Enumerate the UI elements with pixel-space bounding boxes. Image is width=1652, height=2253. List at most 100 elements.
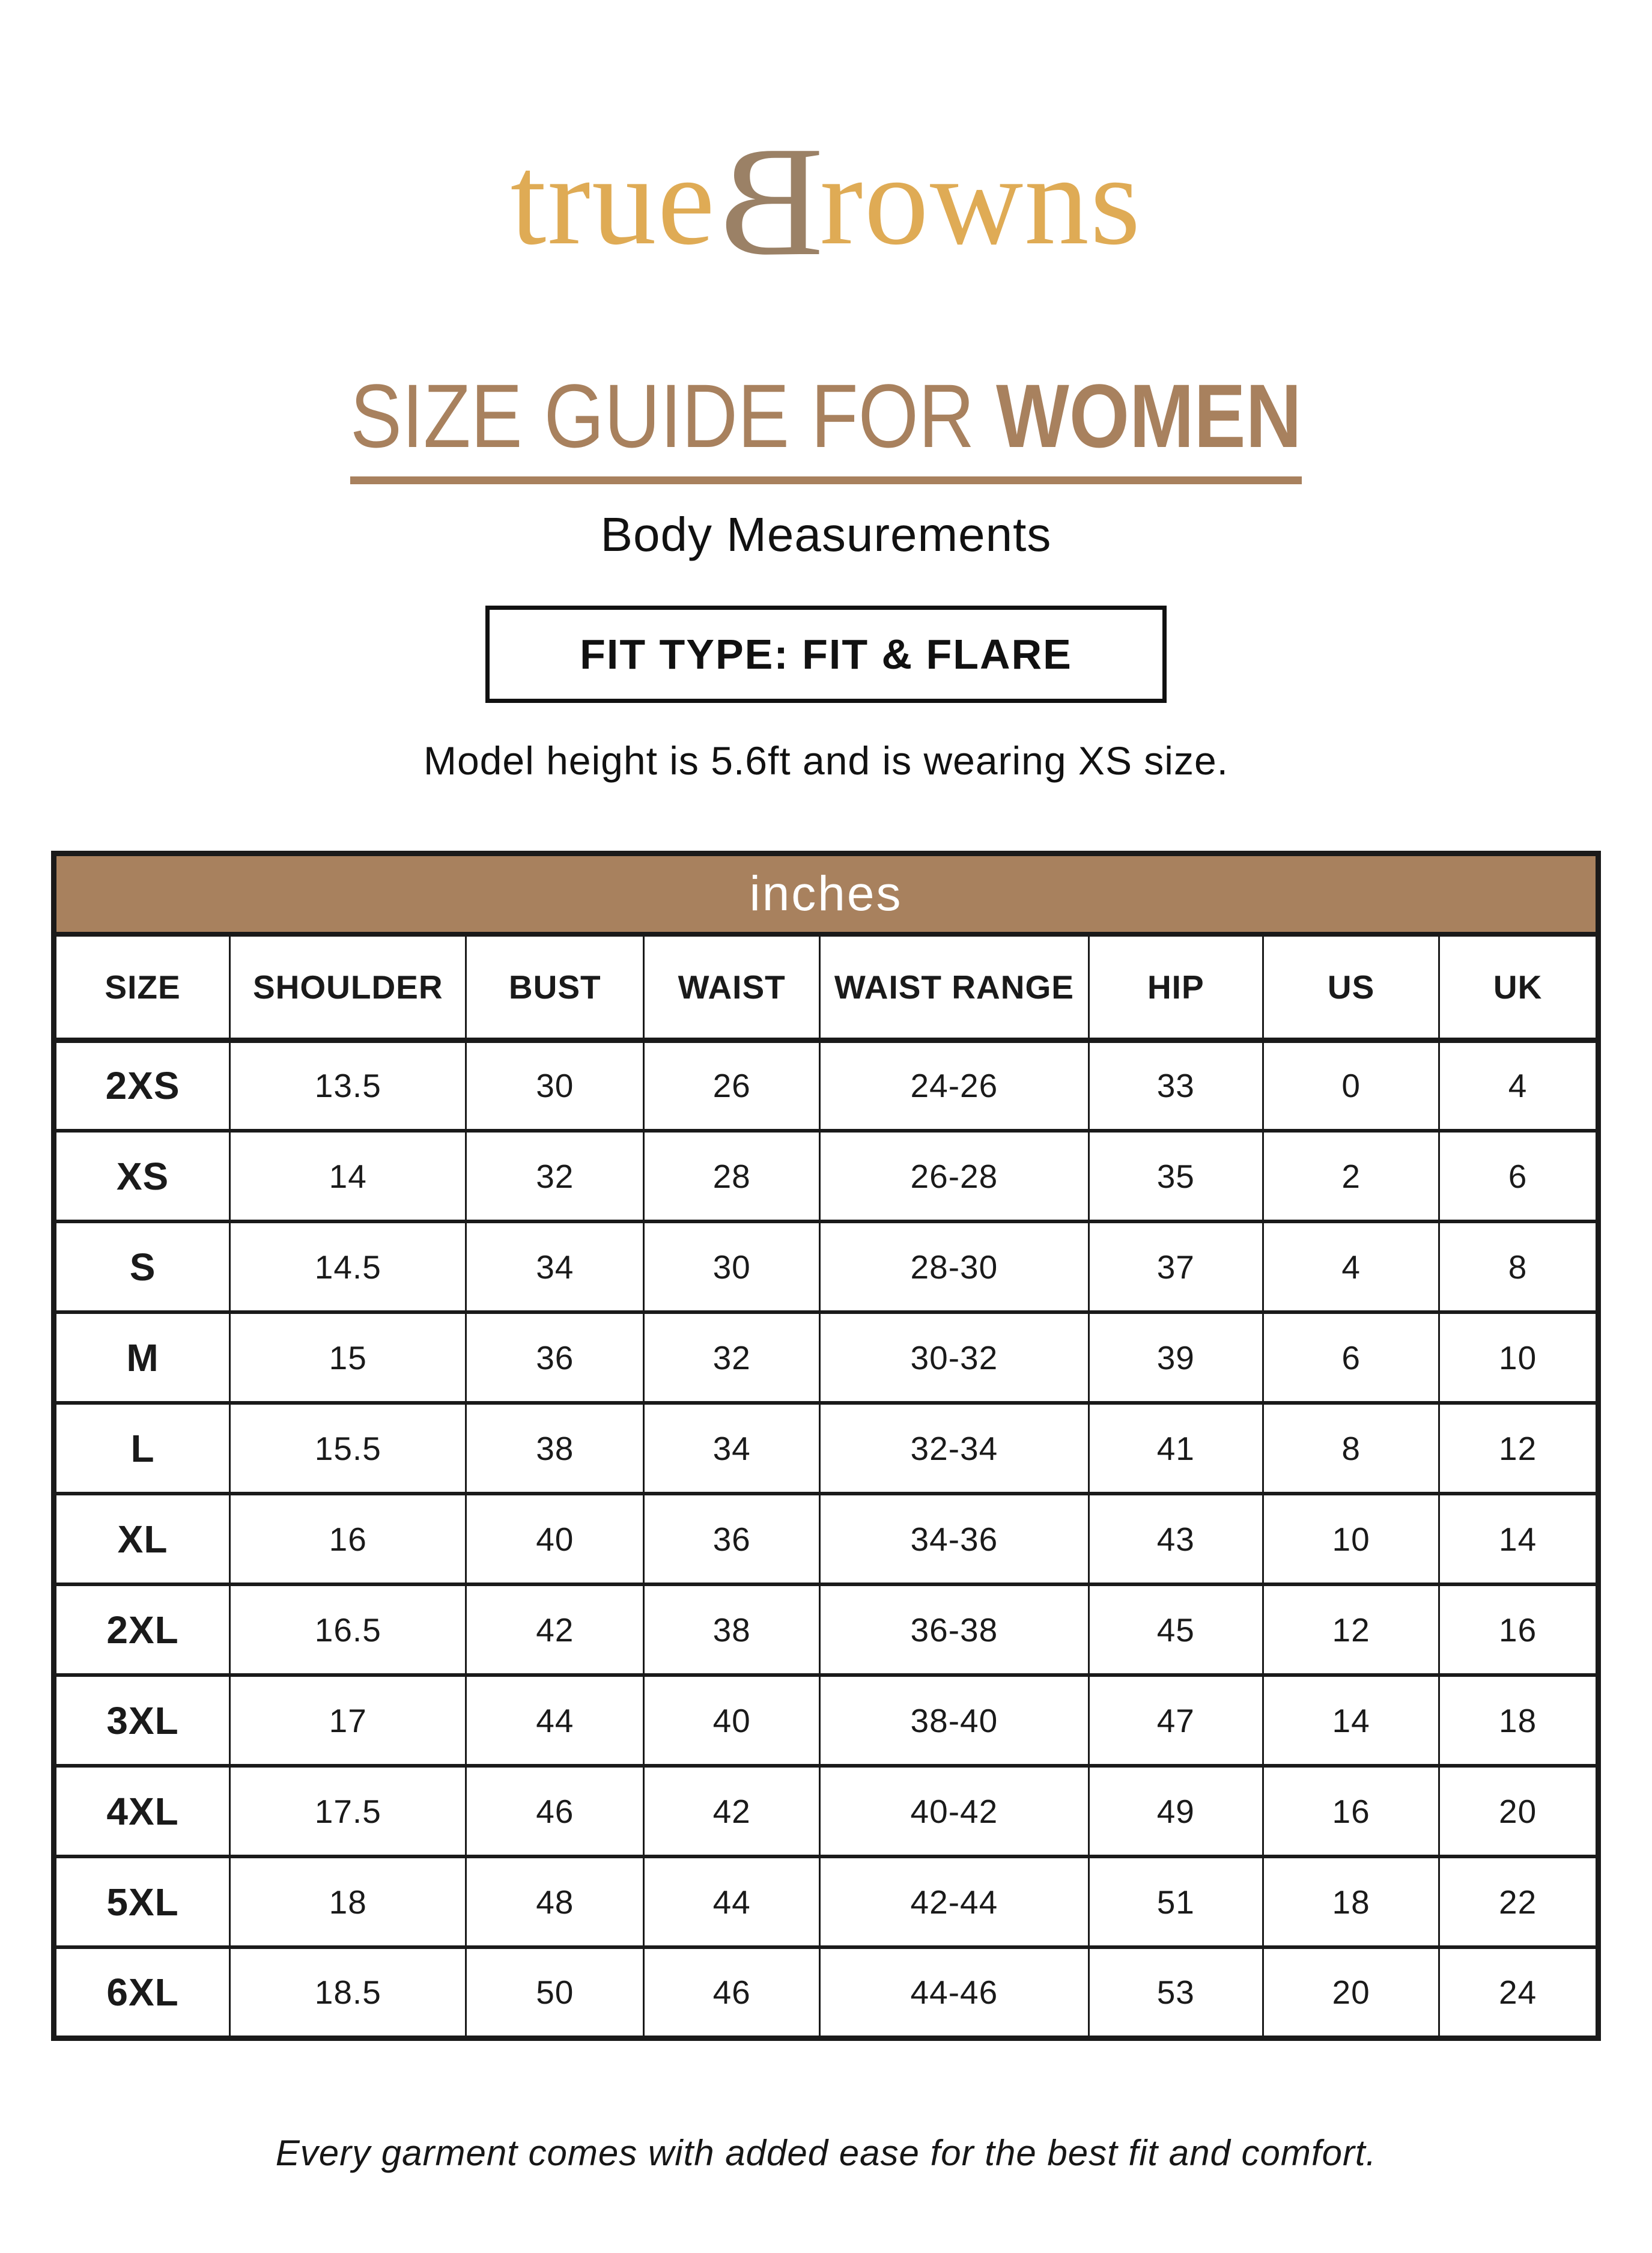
measurement-value: 18 — [229, 1855, 467, 1949]
measurement-value: 10 — [1262, 1492, 1441, 1586]
measurement-value: 49 — [1087, 1764, 1265, 1858]
measurement-value: 30 — [465, 1038, 645, 1133]
measurement-value: 46 — [465, 1764, 645, 1858]
column-header-size: SIZE — [52, 932, 231, 1043]
measurement-value: 28 — [643, 1129, 821, 1223]
measurement-value: 26-28 — [819, 1129, 1090, 1223]
size-label: 2XL — [52, 1583, 231, 1677]
size-label: 4XL — [52, 1764, 231, 1858]
measurement-value: 43 — [1087, 1492, 1265, 1586]
measurement-value: 34 — [465, 1220, 645, 1314]
measurement-value: 32 — [465, 1129, 645, 1223]
table-row-xl: XL 16 40 36 34-36 43 10 14 — [52, 1492, 1599, 1586]
column-header-uk: UK — [1438, 932, 1599, 1043]
measurement-value: 35 — [1087, 1129, 1265, 1223]
measurement-value: 44 — [643, 1855, 821, 1949]
table-row-6xl: 6XL 18.5 50 46 44-46 53 20 24 — [52, 1945, 1599, 2040]
brand-logo: trueBrowns — [510, 114, 1142, 288]
measurement-value: 24 — [1438, 1945, 1599, 2040]
measurement-value: 15.5 — [229, 1401, 467, 1495]
measurement-value: 53 — [1087, 1945, 1265, 2040]
measurement-value: 41 — [1087, 1401, 1265, 1495]
measurement-value: 16 — [229, 1492, 467, 1586]
table-row-s: S 14.5 34 30 28-30 37 4 8 — [52, 1220, 1599, 1314]
measurement-value: 50 — [465, 1945, 645, 2040]
column-header-waist-range: WAIST RANGE — [819, 932, 1090, 1043]
measurement-value: 14 — [1438, 1492, 1599, 1586]
size-label: 5XL — [52, 1855, 231, 1949]
measurement-value: 18 — [1438, 1673, 1599, 1768]
measurement-value: 26 — [643, 1038, 821, 1133]
measurement-value: 51 — [1087, 1855, 1265, 1949]
measurement-value: 48 — [465, 1855, 645, 1949]
table-row-2xl: 2XL 16.5 42 38 36-38 45 12 16 — [52, 1583, 1599, 1677]
measurement-value: 20 — [1438, 1764, 1599, 1858]
fit-type-box: FIT TYPE: FIT & FLARE — [485, 605, 1167, 703]
size-label: 3XL — [52, 1673, 231, 1768]
table-row-l: L 15.5 38 34 32-34 41 8 12 — [52, 1401, 1599, 1495]
measurement-value: 45 — [1087, 1583, 1265, 1677]
model-height-note: Model height is 5.6ft and is wearing XS … — [423, 738, 1229, 783]
measurement-value: 38 — [465, 1401, 645, 1495]
size-label: XL — [52, 1492, 231, 1586]
measurement-value: 37 — [1087, 1220, 1265, 1314]
measurement-value: 32-34 — [819, 1401, 1090, 1495]
measurement-value: 38 — [643, 1583, 821, 1677]
size-label: 2XS — [52, 1038, 231, 1133]
logo-text-true: true — [510, 128, 716, 272]
measurement-value: 34 — [643, 1401, 821, 1495]
measurement-value: 40 — [643, 1673, 821, 1768]
page-title: SIZE GUIDE FOR WOMEN — [350, 371, 1302, 484]
measurement-value: 16 — [1438, 1583, 1599, 1677]
measurement-value: 14.5 — [229, 1220, 467, 1314]
footer-note: Every garment comes with added ease for … — [275, 2132, 1377, 2173]
measurement-value: 8 — [1262, 1401, 1441, 1495]
measurement-value: 44 — [465, 1673, 645, 1768]
measurement-value: 40-42 — [819, 1764, 1090, 1858]
measurement-value: 44-46 — [819, 1945, 1090, 2040]
measurement-value: 46 — [643, 1945, 821, 2040]
measurement-value: 42 — [465, 1583, 645, 1677]
measurement-value: 4 — [1438, 1038, 1599, 1133]
measurement-value: 20 — [1262, 1945, 1441, 2040]
measurement-value: 8 — [1438, 1220, 1599, 1314]
measurement-value: 12 — [1438, 1401, 1599, 1495]
measurement-value: 17.5 — [229, 1764, 467, 1858]
measurement-value: 36-38 — [819, 1583, 1090, 1677]
logo-text-rowns: rowns — [819, 128, 1142, 272]
measurement-value: 40 — [465, 1492, 645, 1586]
measurement-value: 6 — [1438, 1129, 1599, 1223]
measurement-value: 28-30 — [819, 1220, 1090, 1314]
column-header-row: SIZE SHOULDER BUST WAIST WAIST RANGE HIP US UK — [52, 932, 1599, 1043]
measurement-value: 36 — [643, 1492, 821, 1586]
measurement-value: 22 — [1438, 1855, 1599, 1949]
measurement-value: 12 — [1262, 1583, 1441, 1677]
measurement-value: 6 — [1262, 1310, 1441, 1405]
page-title-regular: SIZE GUIDE FOR — [350, 365, 997, 466]
size-label: S — [52, 1220, 231, 1314]
measurement-value: 42 — [643, 1764, 821, 1858]
measurement-value: 16 — [1262, 1764, 1441, 1858]
column-header-bust: BUST — [465, 932, 645, 1043]
column-header-waist: WAIST — [643, 932, 821, 1043]
measurement-value: 10 — [1438, 1310, 1599, 1405]
table-row-m: M 15 36 32 30-32 39 6 10 — [52, 1310, 1599, 1405]
measurement-value: 24-26 — [819, 1038, 1090, 1133]
measurement-value: 47 — [1087, 1673, 1265, 1768]
subtitle-body-measurements: Body Measurements — [600, 507, 1052, 561]
size-label: M — [52, 1310, 231, 1405]
size-label: 6XL — [52, 1945, 231, 2040]
table-row-xs: XS 14 32 28 26-28 35 2 6 — [52, 1129, 1599, 1223]
measurement-value: 14 — [1262, 1673, 1441, 1768]
column-header-us: US — [1262, 932, 1441, 1043]
measurement-value: 36 — [465, 1310, 645, 1405]
measurement-value: 18.5 — [229, 1945, 467, 2040]
measurement-value: 14 — [229, 1129, 467, 1223]
measurement-value: 42-44 — [819, 1855, 1090, 1949]
size-label: XS — [52, 1129, 231, 1223]
column-header-hip: HIP — [1087, 932, 1265, 1043]
measurement-value: 18 — [1262, 1855, 1441, 1949]
unit-label: inches — [53, 851, 1599, 937]
size-chart-table: inches SIZE SHOULDER BUST WAIST WAIST RANGE H… — [51, 850, 1601, 2041]
